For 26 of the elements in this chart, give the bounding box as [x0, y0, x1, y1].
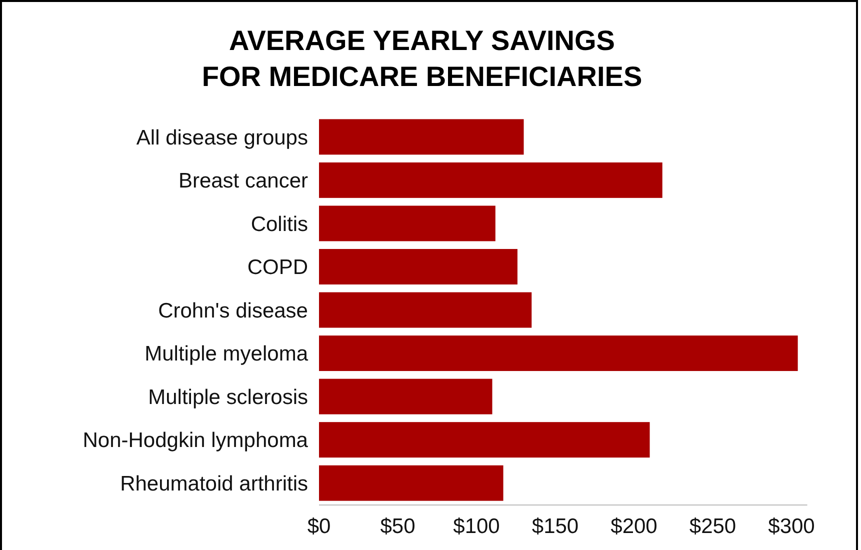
y-tick-label: Multiple myeloma — [144, 342, 308, 366]
y-tick-label: Multiple sclerosis — [148, 386, 308, 409]
bar — [319, 378, 492, 414]
x-tick-label: $300 — [768, 515, 815, 538]
x-tick-label: $250 — [689, 515, 736, 538]
bar — [319, 119, 524, 155]
bar — [319, 206, 496, 242]
chart-title: AVERAGE YEARLY SAVINGS FOR MEDICARE BENEFICIARIES — [202, 25, 642, 92]
x-tick-label: $100 — [453, 515, 500, 538]
x-tick-label: $0 — [307, 515, 331, 538]
bar — [319, 422, 650, 458]
bar — [319, 162, 662, 198]
y-tick-label: Rheumatoid arthritis — [120, 472, 308, 496]
x-tick-label: $200 — [610, 515, 658, 538]
y-tick-label: Colitis — [250, 212, 308, 236]
y-tick-label: Crohn's disease — [158, 299, 308, 322]
bar — [319, 336, 798, 372]
y-tick-label: Breast cancer — [178, 170, 308, 193]
bar — [319, 465, 504, 501]
bar — [319, 248, 518, 284]
x-tick-label: $150 — [532, 515, 579, 538]
bar — [319, 292, 532, 328]
x-tick-label: $50 — [380, 515, 416, 538]
y-tick-label: COPD — [247, 256, 308, 280]
y-tick-label: All disease groups — [136, 126, 308, 150]
y-tick-label: Non-Hodgkin lymphoma — [82, 429, 308, 452]
